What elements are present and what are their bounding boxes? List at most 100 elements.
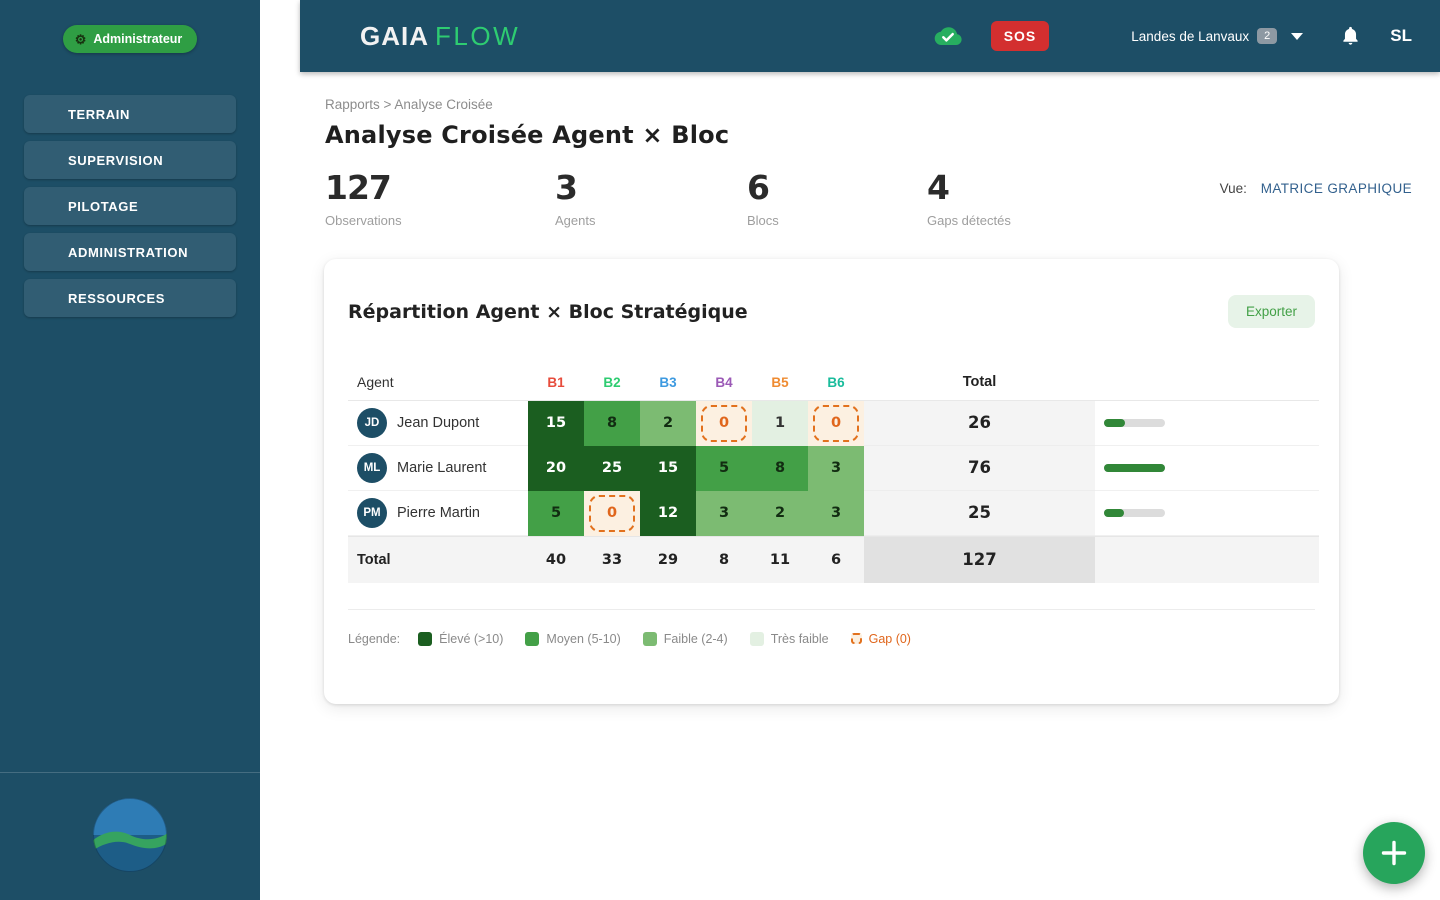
column-header-b1: B1 — [528, 365, 584, 401]
matrix-cell: 1 — [752, 400, 808, 446]
avatar: ML — [357, 452, 387, 483]
agent-cell-content: JD Jean Dupont — [348, 407, 528, 438]
stat-label: Gaps détectés — [927, 213, 1011, 228]
matrix-card: Répartition Agent × Bloc Stratégique Exp… — [324, 259, 1339, 704]
stat-value: 4 — [927, 168, 950, 207]
stats-row: 127 Observations 3 Agents 6 Blocs 4 Gaps détect… — [325, 171, 1440, 233]
matrix-body: JD Jean Dupont 15 8 2 0 1 0 26 ML Marie Laurent 20 2… — [348, 400, 1319, 583]
sidebar-nav: TERRAIN SUPERVISION PILOTAGE ADMINISTRATION… — [24, 95, 236, 317]
matrix-table: Agent B1 B2 B3 B4 B5 B6 Total JD Jean Dupont 15 8 2… — [348, 365, 1319, 583]
legend-swatch — [642, 631, 657, 646]
agent-cell-content: PM Pierre Martin — [348, 497, 528, 528]
matrix-gap-cell: 0 — [696, 400, 752, 446]
site-selector[interactable]: Landes de Lanvaux 2 — [1131, 28, 1304, 44]
legend-gap-swatch — [850, 633, 862, 645]
legend-swatch — [749, 631, 764, 646]
gap-box: 0 — [701, 404, 747, 442]
sidebar-item-supervision[interactable]: SUPERVISION — [24, 141, 236, 179]
view-label: Vue: — [1219, 181, 1247, 196]
stat-item: 4 Gaps détectés — [927, 171, 1137, 228]
column-header-b5: B5 — [752, 365, 808, 401]
sos-button[interactable]: SOS — [990, 21, 1050, 51]
add-fab-button[interactable] — [1363, 822, 1425, 884]
sidebar-item-terrain[interactable]: TERRAIN — [24, 95, 236, 133]
matrix-gap-cell: 0 — [808, 400, 864, 446]
progress-fill — [1104, 508, 1125, 517]
stat-item: 3 Agents — [555, 171, 747, 228]
stat-value: 6 — [747, 168, 770, 207]
matrix-cell: 5 — [528, 490, 584, 536]
row-total-cell: 25 — [864, 490, 1095, 536]
legend-item: Élevé (>10) — [418, 631, 503, 646]
agent-cell-content: ML Marie Laurent — [348, 452, 528, 483]
totals-cell: 40 — [528, 535, 584, 583]
matrix-cell: 3 — [808, 445, 864, 491]
column-header-b6: B6 — [808, 365, 864, 401]
user-avatar[interactable]: SL — [1390, 26, 1412, 45]
totals-progress-cell — [1095, 535, 1319, 583]
bell-icon — [1343, 26, 1359, 45]
legend: Légende: Élevé (>10) Moyen (5-10) Faible (… — [348, 631, 1315, 646]
notifications-button[interactable] — [1341, 25, 1360, 47]
totals-cell: 6 — [808, 535, 864, 583]
export-button[interactable]: Exporter — [1227, 295, 1315, 329]
stat-item: 6 Blocs — [747, 171, 927, 228]
progress-track — [1104, 463, 1165, 472]
brand-secondary: FLOW — [435, 20, 521, 51]
progress-cell — [1095, 491, 1319, 536]
view-mode-link[interactable]: MATRICE GRAPHIQUE — [1260, 181, 1412, 196]
matrix-cell: 8 — [752, 445, 808, 491]
avatar: JD — [357, 407, 387, 438]
stat-value: 3 — [555, 168, 578, 207]
gaia-globe-logo — [93, 798, 167, 872]
progress-cell — [1095, 401, 1319, 446]
legend-swatch — [525, 631, 540, 646]
totals-row: Total 40 33 29 8 11 6 127 — [348, 535, 1319, 583]
site-count-badge: 2 — [1257, 28, 1278, 44]
view-toggle: Vue: MATRICE GRAPHIQUE — [1220, 181, 1412, 196]
totals-cell: 11 — [752, 535, 808, 583]
totals-label: Total — [348, 535, 528, 583]
card-title: Répartition Agent × Bloc Stratégique — [348, 300, 748, 323]
progress-track — [1104, 418, 1165, 427]
sidebar-item-ressources[interactable]: RESSOURCES — [24, 279, 236, 317]
legend-label: Gap (0) — [868, 631, 911, 646]
table-row: JD Jean Dupont 15 8 2 0 1 0 26 — [348, 400, 1319, 446]
totals-cell: 29 — [640, 535, 696, 583]
matrix-cell: 8 — [584, 400, 640, 446]
progress-track — [1104, 508, 1165, 517]
legend-label: Très faible — [770, 631, 829, 646]
avatar: PM — [357, 497, 387, 528]
chevron-down-icon — [1291, 32, 1304, 40]
agent-cell: PM Pierre Martin — [348, 491, 528, 536]
stat-item: 127 Observations — [325, 171, 555, 228]
topbar-right: SOS Landes de Lanvaux 2 SL — [933, 21, 1412, 51]
totals-cell: 33 — [584, 535, 640, 583]
matrix-cell: 15 — [640, 445, 696, 491]
gap-box: 0 — [589, 494, 635, 532]
column-header-b2: B2 — [584, 365, 640, 401]
sidebar-item-pilotage[interactable]: PILOTAGE — [24, 187, 236, 225]
matrix-cell: 2 — [640, 400, 696, 446]
grand-total-cell: 127 — [864, 535, 1095, 583]
sidebar: ⚙ Administrateur TERRAIN SUPERVISION PILOT… — [0, 0, 260, 900]
matrix-header-row: Agent B1 B2 B3 B4 B5 B6 Total — [348, 365, 1319, 401]
sidebar-item-administration[interactable]: ADMINISTRATION — [24, 233, 236, 271]
site-name: Landes de Lanvaux — [1131, 28, 1250, 44]
matrix-cell: 15 — [528, 400, 584, 446]
legend-item: Très faible — [749, 631, 829, 646]
column-header-progress — [1095, 365, 1319, 401]
progress-cell — [1095, 446, 1319, 491]
table-row: PM Pierre Martin 5 0 12 3 2 3 25 — [348, 490, 1319, 536]
agent-name: Pierre Martin — [397, 504, 480, 521]
stat-label: Blocs — [747, 213, 779, 228]
page-title: Analyse Croisée Agent × Bloc — [325, 121, 730, 149]
breadcrumb: Rapports > Analyse Croisée — [325, 97, 493, 112]
column-header-b3: B3 — [640, 365, 696, 401]
matrix-cell: 25 — [584, 445, 640, 491]
agent-name: Jean Dupont — [397, 414, 480, 431]
table-row: ML Marie Laurent 20 25 15 5 8 3 76 — [348, 445, 1319, 491]
matrix-gap-cell: 0 — [584, 490, 640, 536]
agent-cell: ML Marie Laurent — [348, 446, 528, 491]
column-header-total: Total — [864, 365, 1095, 401]
